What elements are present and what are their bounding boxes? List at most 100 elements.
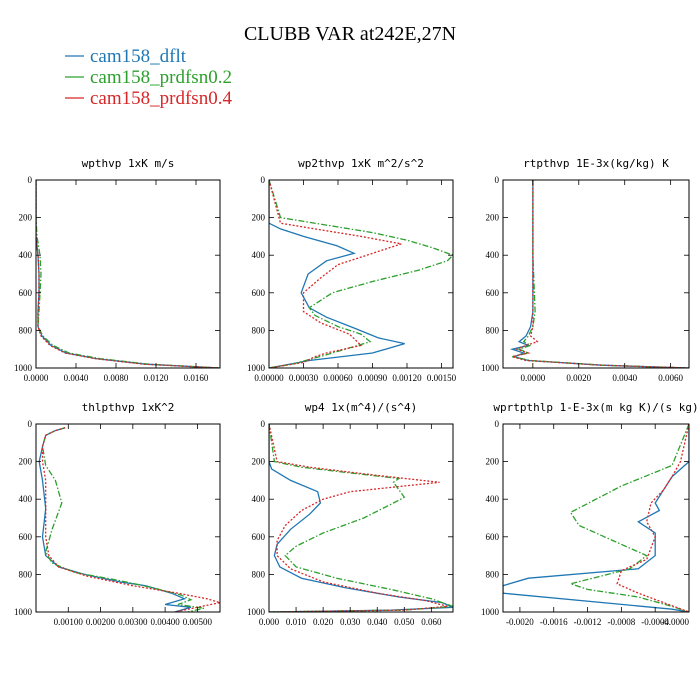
plot-frame	[35, 423, 221, 613]
panel-title: wpthvp 1xK m/s	[82, 157, 175, 170]
y-tick-label: 200	[486, 457, 500, 467]
x-tick-label: 0.00500	[183, 617, 213, 627]
x-tick-label: 0.0000	[520, 373, 545, 383]
x-tick-label: 0.0060	[658, 373, 683, 383]
y-tick-label: 1000	[247, 363, 266, 373]
series-line-1	[38, 427, 192, 612]
x-tick-label: 0.00400	[150, 617, 180, 627]
y-tick-label: 800	[19, 569, 33, 579]
figure-title: CLUBB VAR at242E,27N	[244, 23, 456, 45]
y-tick-label: 200	[252, 213, 266, 223]
x-tick-label: -0.0004	[641, 617, 669, 627]
x-tick-label: 0.040	[367, 617, 388, 627]
series-line-1	[509, 180, 689, 368]
legend: cam158_dflt cam158_prdfsn0.2 cam158_prdf…	[65, 46, 232, 109]
series-line-3	[269, 424, 448, 612]
plot-frame	[502, 179, 690, 369]
panel-title: wp4 1x(m^4)/(s^4)	[305, 401, 418, 414]
series-line-2	[512, 180, 689, 368]
x-tick-label: 0.00060	[323, 373, 353, 383]
y-tick-label: 200	[486, 213, 500, 223]
series-line-3	[269, 180, 402, 368]
panel-2: wp2thvp 1xK m^2/s^2020040060080010000.00…	[247, 157, 457, 383]
series-line-1	[269, 424, 453, 612]
series-line-1	[36, 180, 220, 368]
series-line-2	[269, 424, 453, 612]
y-tick-label: 0	[495, 175, 500, 185]
y-tick-label: 600	[19, 532, 33, 542]
series-line-3	[616, 424, 689, 612]
x-tick-label: 0.0020	[566, 373, 591, 383]
legend-label-prdfsn04: cam158_prdfsn0.4	[90, 88, 232, 109]
y-tick-label: 400	[19, 494, 33, 504]
y-tick-label: 600	[19, 288, 33, 298]
y-tick-label: 1000	[247, 607, 266, 617]
series-line-3	[41, 427, 220, 612]
series-line-2	[568, 424, 689, 612]
legend-label-dflt: cam158_dflt	[90, 46, 187, 67]
x-tick-label: 0.0040	[64, 373, 89, 383]
series-line-2	[41, 427, 205, 612]
plot-frame	[502, 423, 690, 613]
panel-title: wp2thvp 1xK m^2/s^2	[298, 157, 424, 170]
x-tick-label: 0.0040	[612, 373, 637, 383]
x-tick-label: 0.010	[286, 617, 307, 627]
x-tick-label: 0.00150	[427, 373, 457, 383]
y-tick-label: 0	[261, 175, 266, 185]
x-tick-label: 0.00120	[392, 373, 422, 383]
x-tick-label: -0.0020	[506, 617, 534, 627]
panel-title: rtpthvp 1E-3x(kg/kg) K	[523, 157, 669, 170]
y-tick-label: 800	[486, 325, 500, 335]
plot-frame	[268, 423, 454, 613]
x-tick-label: 0.0080	[104, 373, 129, 383]
x-tick-label: 0.020	[313, 617, 334, 627]
y-tick-label: 800	[252, 569, 266, 579]
y-tick-label: 200	[19, 213, 33, 223]
y-tick-label: 800	[19, 325, 33, 335]
panel-title: thlpthvp 1xK^2	[82, 401, 175, 414]
y-tick-label: 400	[486, 250, 500, 260]
x-tick-label: 0.030	[340, 617, 361, 627]
y-tick-label: 0	[28, 175, 33, 185]
y-tick-label: 0	[261, 419, 266, 429]
y-tick-label: 600	[486, 288, 500, 298]
series-line-3	[512, 180, 689, 368]
y-tick-label: 400	[19, 250, 33, 260]
x-tick-label: 0.0160	[184, 373, 209, 383]
x-tick-label: -0.0016	[540, 617, 568, 627]
y-tick-label: 0	[28, 419, 33, 429]
panel-title: wprtpthlp 1-E-3x(m kg K)/(s kg)	[493, 401, 698, 414]
x-tick-label: 0.0120	[144, 373, 169, 383]
y-tick-label: 400	[486, 494, 500, 504]
x-tick-label: 0.000	[259, 617, 280, 627]
y-tick-label: 1000	[14, 363, 33, 373]
plot-frame	[268, 179, 454, 369]
y-tick-label: 400	[252, 494, 266, 504]
x-tick-label: 0.00200	[86, 617, 116, 627]
y-tick-label: 400	[252, 250, 266, 260]
y-tick-label: 600	[252, 288, 266, 298]
y-tick-label: 600	[252, 532, 266, 542]
y-tick-label: 200	[19, 457, 33, 467]
y-tick-label: 1000	[481, 363, 500, 373]
x-tick-label: 0.00030	[289, 373, 319, 383]
x-tick-label: -0.0000	[661, 617, 689, 627]
x-tick-label: -0.0008	[607, 617, 635, 627]
x-tick-label: 0.060	[421, 617, 442, 627]
x-tick-label: 0.00090	[358, 373, 388, 383]
y-tick-label: 1000	[14, 607, 33, 617]
series-line-2	[269, 180, 453, 368]
plot-frame	[35, 179, 221, 369]
x-tick-label: -0.0012	[574, 617, 602, 627]
y-tick-label: 800	[486, 569, 500, 579]
series-line-2	[36, 180, 220, 368]
x-tick-label: 0.050	[394, 617, 415, 627]
series-line-1	[269, 180, 405, 368]
y-tick-label: 600	[486, 532, 500, 542]
panel-6: wprtpthlp 1-E-3x(m kg K)/(s kg) 0 200 400 60…	[481, 401, 699, 627]
